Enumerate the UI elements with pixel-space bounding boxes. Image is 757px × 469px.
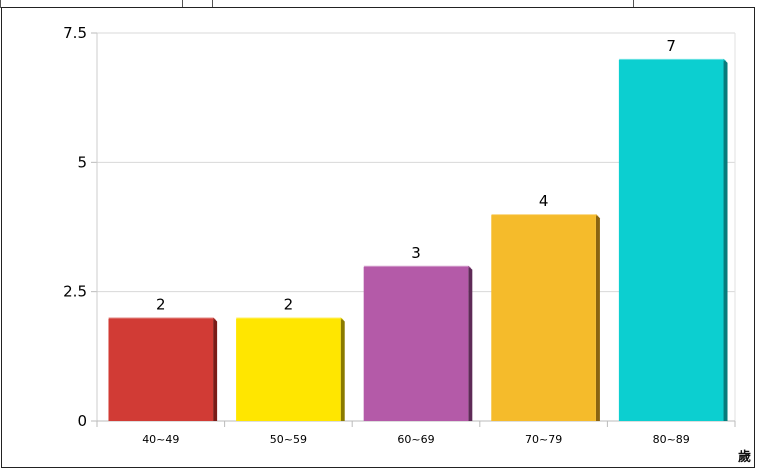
x-tick-label: 80~89 — [653, 433, 690, 446]
x-tick-label: 40~49 — [142, 433, 179, 446]
bar-side — [340, 317, 345, 421]
y-tick-label: 5 — [77, 153, 87, 171]
bar-side — [595, 214, 600, 421]
bar-side — [723, 58, 728, 421]
data-label: 3 — [411, 244, 421, 262]
bar-side — [468, 265, 473, 421]
bar-50~59 — [236, 318, 341, 421]
x-tick-label: 60~69 — [397, 433, 434, 446]
x-tick-label: 70~79 — [525, 433, 562, 446]
data-label: 7 — [666, 37, 676, 55]
bar-side — [213, 317, 218, 421]
y-tick-label: 2.5 — [63, 283, 87, 301]
data-label: 2 — [284, 296, 294, 314]
y-tick-label: 0 — [77, 412, 87, 430]
x-axis-unit-label: 歲 — [738, 450, 752, 465]
bar-80~89 — [618, 59, 724, 421]
x-tick-label: 50~59 — [270, 433, 307, 446]
data-label: 4 — [539, 192, 549, 210]
bar-40~49 — [108, 318, 214, 421]
y-tick-label: 7.5 — [63, 24, 87, 42]
bar-70~79 — [491, 215, 596, 421]
bar-60~69 — [363, 266, 469, 421]
data-label: 2 — [156, 296, 166, 314]
